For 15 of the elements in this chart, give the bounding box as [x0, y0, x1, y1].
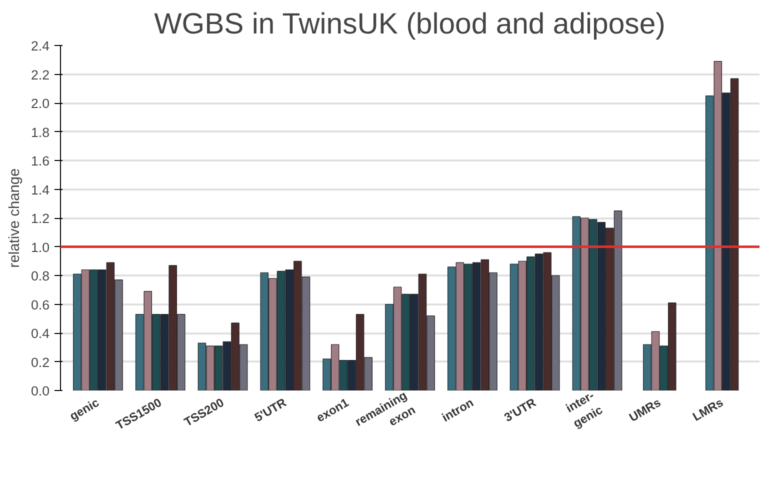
- y-tick-label: 1.4: [30, 182, 50, 198]
- y-tick-label: 1.2: [30, 211, 50, 226]
- y-tick-label: 1.6: [30, 154, 50, 168]
- y-tick-label: 1.8: [30, 124, 50, 140]
- y-tick-label: 2.2: [30, 67, 50, 82]
- chart-title: WGBS in TwinsUK (blood and adipose): [154, 8, 666, 40]
- y-tick-label: 0.8: [30, 268, 50, 284]
- y-tick-label: 2.0: [30, 96, 50, 111]
- y-axis-title: relative change: [6, 168, 23, 268]
- y-tick-label: 0.2: [30, 354, 50, 370]
- y-tick-label: 0.6: [30, 297, 50, 312]
- y-tick-label: 1.0: [30, 240, 50, 255]
- y-tick-label: 0.4: [30, 326, 50, 341]
- y-tick-label: 0.0: [30, 384, 50, 398]
- y-tick-label: 2.4: [30, 38, 50, 54]
